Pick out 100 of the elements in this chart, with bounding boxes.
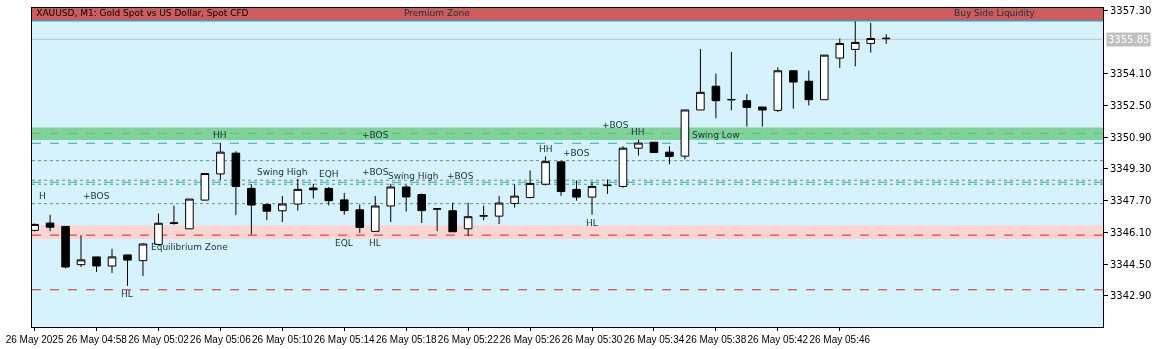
candlestick (355, 203, 365, 234)
annotation: Swing Low (692, 130, 740, 140)
x-tick-label: 26 May 05:42 (747, 334, 809, 345)
candlestick (45, 214, 55, 232)
x-tick-label: 26 May 05:26 (499, 334, 561, 345)
candlestick (370, 195, 380, 232)
candlestick (417, 193, 426, 224)
x-tick-label: 26 May 05:30 (561, 334, 623, 345)
candlestick (758, 106, 767, 128)
candlestick (696, 48, 705, 111)
annotation: EQH (319, 169, 339, 179)
candlestick (324, 186, 334, 206)
annotation: HH (213, 130, 227, 140)
x-tick-label: 26 May 05:10 (252, 334, 314, 345)
chart-title: XAUUSD, M1: Gold Spot vs US Dollar, Spot CFD (36, 8, 249, 19)
candlestick (216, 142, 225, 181)
y-tick-label: 3344.50 (1110, 258, 1152, 270)
annotation: Swing High (257, 167, 308, 177)
x-tick-label: 26 May 05:22 (437, 334, 499, 345)
annotation: Equilibrium Zone (151, 242, 229, 252)
candlestick (665, 145, 674, 165)
candlestick (850, 20, 860, 67)
candlestick (479, 205, 488, 221)
candlestick (309, 183, 318, 199)
candlestick (463, 202, 473, 237)
ref-line-label: 3355.85 (1108, 34, 1150, 45)
annotation: +BOS (362, 167, 389, 177)
annotation: Buy Side Liquidity (954, 8, 1036, 18)
annotation: +BOS (362, 130, 389, 140)
candlestick (510, 183, 519, 209)
candlestick (556, 161, 566, 197)
candlestick (247, 183, 256, 235)
annotation: +BOS (563, 148, 590, 158)
annotation: +BOS (602, 120, 629, 130)
candlestick (727, 51, 736, 111)
candlestick (138, 242, 148, 277)
candlestick (603, 178, 612, 195)
candlestick (819, 54, 829, 101)
candlestick (169, 205, 179, 226)
x-tick-label: 26 May 05:38 (685, 334, 747, 345)
candlestick (123, 254, 132, 287)
candlestick (92, 256, 101, 273)
candlestick (618, 145, 628, 189)
candlestick (680, 109, 690, 160)
annotation: HL (586, 218, 598, 228)
annotation: HH (539, 144, 553, 154)
candlestick (634, 139, 643, 157)
annotation: +BOS (447, 171, 474, 181)
candlestick (262, 202, 272, 221)
candlestick (835, 37, 845, 69)
x-tick-label: 26 May 05:14 (313, 334, 375, 345)
candlestick (881, 33, 891, 45)
annotation: HL (121, 289, 133, 299)
annotation: Premium Zone (404, 8, 471, 18)
candlestick (61, 225, 70, 269)
x-tick-label: 26 May 04:58 (66, 334, 128, 345)
candlestick (432, 208, 442, 232)
annotation: HH (631, 127, 645, 137)
x-tick-label: 26 May 05:46 (809, 334, 871, 345)
x-tick-label: 26 May 05:34 (623, 334, 685, 345)
annotation: +BOS (83, 191, 110, 201)
y-tick-label: 3352.50 (1110, 100, 1152, 112)
y-tick-label: 3350.90 (1110, 131, 1152, 143)
y-tick-label: 3346.10 (1110, 226, 1152, 238)
y-tick-label: 3347.70 (1110, 195, 1152, 207)
x-tick-label: 26 May 05:18 (375, 334, 437, 345)
candlestick (525, 169, 535, 199)
candlestick (804, 70, 814, 106)
candlestick (448, 202, 457, 233)
candlestick (866, 22, 876, 54)
candlestick (278, 195, 287, 223)
x-tick-label: 26 May 05:02 (128, 334, 190, 345)
y-tick-label: 3349.30 (1110, 163, 1152, 175)
candlestick (572, 179, 581, 202)
candlestick (200, 173, 210, 202)
candlestick (541, 156, 550, 186)
y-tick-label: 3354.10 (1110, 68, 1152, 80)
candlestick (185, 198, 194, 230)
x-tick-label: 26 May 05:06 (190, 334, 252, 345)
candlestick (154, 213, 163, 245)
annotation: Swing High (388, 171, 439, 181)
candlestick (339, 192, 349, 216)
annotation: EQL (335, 238, 353, 248)
y-tick-label: 3342.90 (1110, 290, 1152, 302)
candlestick (231, 150, 241, 216)
candlestick (711, 73, 721, 119)
y-tick-label: 3357.30 (1110, 5, 1152, 17)
candlestick (293, 178, 303, 212)
x-tick-label: 26 May 2025 (5, 334, 64, 345)
annotation: H (39, 191, 46, 201)
candlestick (587, 181, 597, 216)
candlestick (742, 93, 752, 128)
candlestick (107, 248, 117, 274)
candlestick (789, 70, 798, 110)
candlestick (386, 183, 396, 223)
candlestick (773, 66, 783, 113)
annotation: HL (369, 238, 381, 248)
candlestick (401, 184, 411, 213)
candlestick (494, 195, 504, 225)
candlestick (76, 234, 86, 268)
